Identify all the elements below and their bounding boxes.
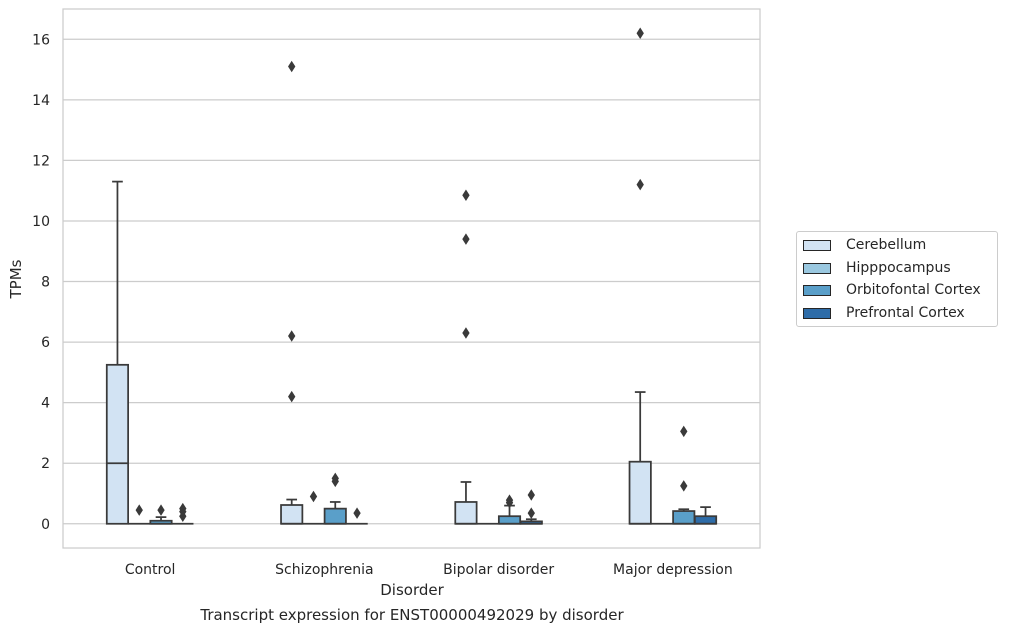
legend: Cerebellum Hipppocampus Orbitofontal Cor… (796, 231, 998, 327)
y-tick-label: 14 (32, 93, 50, 109)
y-tick-label: 10 (32, 214, 50, 230)
grid-lines (63, 38, 760, 525)
box-body (628, 460, 652, 525)
x-tick-label: Bipolar disorder (443, 562, 554, 578)
y-tick-label: 0 (41, 517, 50, 533)
y-tick-label: 8 (41, 275, 50, 291)
box-cerebellum-3 (628, 27, 652, 525)
legend-swatch (803, 239, 831, 251)
x-tick-label: Control (125, 562, 176, 578)
y-tick-label: 16 (32, 32, 50, 48)
legend-label: Cerebellum (846, 237, 927, 253)
box-body (323, 507, 347, 525)
outlier-point (288, 390, 296, 403)
outlier-point (179, 502, 187, 515)
box-body (672, 510, 696, 525)
box-body (280, 504, 304, 525)
outlier-point (135, 504, 143, 516)
box-orbitofontal-cortex-3 (672, 425, 696, 525)
x-tick-label: Schizophrenia (275, 562, 373, 578)
outlier-point (527, 507, 535, 519)
outlier-point (680, 425, 688, 438)
y-tick-labels: 0 2 4 6 8 10 12 14 16 (32, 32, 50, 532)
plot-area-frame (62, 8, 761, 549)
outlier-point (309, 490, 318, 503)
box-orbitofontal-cortex-0 (149, 504, 173, 525)
box-hipppocampus-0 (128, 504, 150, 525)
legend-item-cerebellum: Cerebellum (803, 236, 926, 254)
box-plot-marks (105, 27, 718, 525)
box-body (105, 363, 130, 525)
legend-label: Prefrontal Cortex (846, 305, 965, 321)
box-cerebellum-0 (105, 180, 130, 525)
box-orbitofontal-cortex-2 (497, 494, 522, 525)
box-body (454, 501, 478, 525)
y-tick-label: 4 (41, 396, 50, 412)
x-tick-label: Major depression (613, 562, 733, 578)
y-tick-label: 6 (41, 335, 50, 351)
outlier-point (527, 489, 535, 501)
outlier-point (353, 507, 361, 519)
box-prefrontal-cortex-0 (172, 502, 194, 525)
x-tick-labels: Control Schizophrenia Bipolar disorder Majo… (125, 562, 733, 578)
y-tick-label: 12 (32, 153, 50, 169)
legend-swatch (803, 284, 831, 296)
y-axis-label: TPMs (7, 259, 25, 299)
box-prefrontal-cortex-3 (693, 506, 718, 525)
box-orbitofontal-cortex-1 (323, 472, 347, 525)
legend-item-prefrontal-cortex: Prefrontal Cortex (803, 304, 965, 322)
legend-swatch (803, 307, 831, 319)
outlier-point (680, 480, 688, 492)
outlier-point (462, 327, 470, 339)
outlier-point (288, 60, 296, 73)
box-body (497, 515, 522, 525)
y-tick-label: 2 (41, 456, 50, 472)
box-prefrontal-cortex-2 (519, 489, 543, 525)
outlier-point (505, 494, 514, 506)
legend-item-hippocampus: Hipppocampus (803, 259, 951, 277)
box-cerebellum-2 (454, 189, 478, 525)
legend-item-orbitofrontal-cortex: Orbitofontal Cortex (803, 281, 981, 299)
outlier-point (157, 504, 165, 516)
box-prefrontal-cortex-1 (346, 507, 368, 525)
outlier-point (636, 178, 644, 191)
legend-label: Orbitofontal Cortex (846, 282, 981, 298)
outlier-point (331, 472, 339, 485)
x-axis-label: Disorder (380, 581, 444, 599)
legend-label: Hipppocampus (846, 260, 951, 276)
box-hipppocampus-1 (302, 490, 325, 525)
outlier-point (462, 233, 470, 245)
box-cerebellum-1 (280, 60, 304, 525)
legend-swatch (803, 262, 831, 274)
outlier-point (462, 189, 470, 201)
box-body (693, 515, 718, 525)
outlier-point (636, 27, 644, 39)
outlier-point (288, 330, 296, 342)
chart-caption: Transcript expression for ENST0000049202… (200, 606, 624, 624)
